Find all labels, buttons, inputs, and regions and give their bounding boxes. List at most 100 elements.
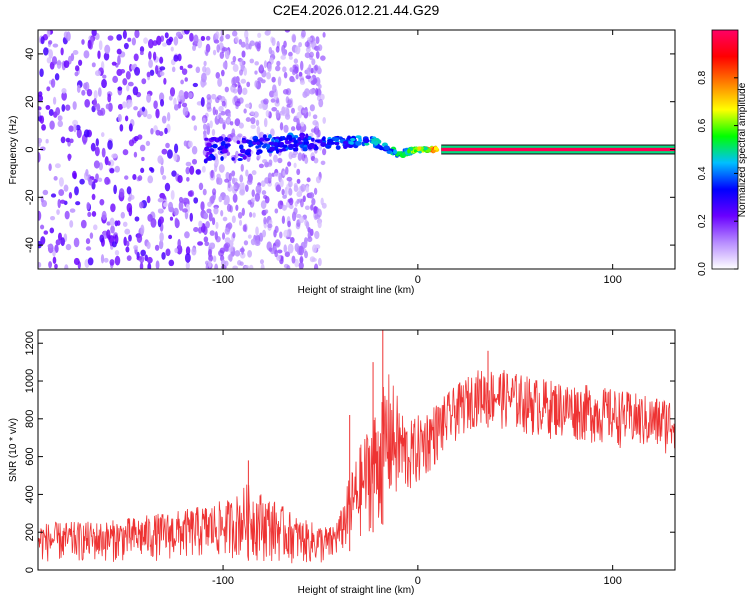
noise-cell — [162, 175, 167, 180]
noise-cell — [183, 91, 189, 100]
noise-cell — [122, 30, 127, 40]
noise-cell — [57, 198, 61, 209]
noise-cell — [143, 37, 149, 44]
noise-cell — [80, 219, 87, 229]
signal-cell — [413, 149, 417, 153]
noise-cell — [86, 202, 90, 210]
patch-cell — [211, 188, 217, 196]
y-tick-label: -40 — [24, 237, 36, 253]
patch-cell — [209, 120, 213, 129]
noise-cell — [288, 51, 293, 57]
noise-cell — [185, 246, 191, 255]
noise-cell — [193, 197, 199, 204]
signal-cell — [370, 138, 376, 142]
y-tick-label: 800 — [24, 410, 36, 428]
signal-cell — [273, 142, 278, 147]
noise-cell — [191, 158, 198, 165]
noise-cell — [48, 40, 53, 45]
patch-cell — [296, 198, 300, 204]
noise-cell — [200, 97, 205, 107]
noise-cell — [141, 156, 145, 162]
noise-cell — [48, 109, 54, 116]
signal-cell — [245, 149, 251, 153]
patch-cell — [279, 200, 284, 206]
noise-cell — [241, 50, 246, 58]
noise-cell — [97, 87, 102, 97]
noise-cell — [177, 238, 181, 249]
patch-cell — [288, 180, 293, 188]
noise-cell — [119, 124, 124, 132]
noise-cell — [64, 264, 69, 269]
patch-cell — [235, 204, 239, 211]
noise-cell — [117, 55, 121, 66]
noise-cell — [303, 239, 308, 248]
noise-cell — [191, 145, 198, 155]
noise-cell — [118, 188, 125, 198]
noise-cell — [146, 241, 151, 250]
patch-cell — [222, 216, 228, 222]
noise-cell — [275, 184, 282, 192]
signal-cell — [249, 143, 254, 147]
signal-cell — [305, 133, 309, 139]
patch-cell — [240, 163, 244, 172]
patch-cell — [264, 177, 270, 184]
patch-cell — [216, 173, 221, 179]
patch-cell — [311, 58, 316, 66]
noise-cell — [38, 137, 43, 144]
noise-cell — [156, 35, 162, 46]
noise-cell — [283, 244, 288, 253]
noise-cell — [266, 71, 271, 80]
patch-cell — [296, 168, 301, 176]
noise-cell — [74, 65, 80, 72]
noise-cell — [192, 82, 199, 88]
noise-cell — [200, 201, 205, 211]
patch-cell — [317, 65, 321, 72]
noise-cell — [53, 176, 58, 181]
patch-cell — [280, 55, 286, 60]
signal-cell — [267, 134, 272, 139]
noise-cell — [214, 263, 219, 269]
noise-cell — [312, 244, 317, 253]
noise-cell — [56, 59, 62, 70]
noise-cell — [68, 125, 74, 132]
noise-cell — [50, 193, 57, 198]
patch-cell — [210, 195, 215, 204]
noise-cell — [281, 49, 288, 56]
patch-cell — [263, 195, 268, 200]
patch-cell — [319, 93, 325, 101]
noise-cell — [304, 88, 310, 97]
noise-cell — [98, 40, 103, 51]
patch-cell — [239, 261, 244, 266]
signal-cell — [300, 134, 304, 140]
patch-cell — [256, 154, 261, 160]
patch-cell — [237, 212, 243, 219]
noise-cell — [52, 96, 57, 105]
signal-cell — [433, 146, 439, 151]
signal-cell — [345, 143, 350, 148]
noise-cell — [183, 30, 190, 35]
patch-cell — [243, 240, 249, 246]
noise-cell — [306, 177, 311, 183]
signal-cell — [364, 142, 370, 146]
noise-cell — [122, 149, 129, 156]
noise-cell — [150, 167, 155, 173]
patch-cell — [270, 128, 275, 137]
signal-cell — [204, 137, 209, 141]
noise-cell — [277, 157, 283, 164]
signal-cell — [303, 138, 309, 142]
patch-cell — [216, 44, 220, 53]
noise-cell — [157, 208, 163, 214]
noise-cell — [107, 139, 113, 150]
noise-cell — [116, 48, 122, 55]
noise-cell — [109, 168, 115, 174]
noise-cell — [43, 230, 49, 235]
noise-cell — [101, 210, 107, 221]
patch-cell — [286, 265, 291, 269]
patch-cell — [215, 221, 219, 229]
patch-cell — [234, 183, 241, 189]
signal-cell — [237, 153, 244, 157]
patch-cell — [208, 242, 214, 248]
noise-cell — [250, 238, 256, 246]
heatmap-marks — [38, 30, 675, 269]
noise-cell — [126, 202, 133, 213]
